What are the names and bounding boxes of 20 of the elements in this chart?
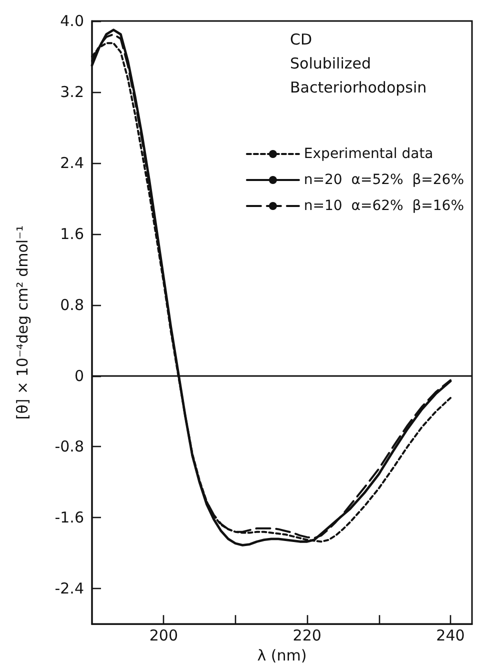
- legend-label: Experimental data: [304, 146, 434, 162]
- x-tick-label: 240: [436, 626, 465, 645]
- y-axis-title: [θ] × 10⁻⁴deg cm² dmol⁻¹: [14, 226, 32, 420]
- annotation: Bacteriorhodopsin: [290, 78, 427, 96]
- annotation: Solubilized: [290, 54, 372, 72]
- y-tick-label: 1.6: [60, 224, 84, 243]
- annotation: CD: [290, 30, 312, 48]
- y-tick-label: 2.4: [60, 154, 84, 172]
- x-tick-label: 200: [149, 626, 178, 645]
- y-tick-label: 0: [74, 366, 84, 385]
- legend-label: n=20 α=52% β=26%: [304, 172, 464, 188]
- x-tick-label: 220: [292, 626, 322, 645]
- y-tick-label: 3.2: [60, 82, 84, 101]
- y-tick-label: -2.4: [54, 580, 84, 598]
- y-tick-label: -1.6: [54, 508, 84, 527]
- y-tick-label: 0.8: [60, 296, 84, 314]
- legend-label: n=10 α=62% β=16%: [304, 198, 464, 214]
- x-axis-title: λ (nm): [257, 646, 307, 664]
- y-tick-label: 4.0: [60, 12, 84, 30]
- y-tick-label: -0.8: [54, 438, 84, 456]
